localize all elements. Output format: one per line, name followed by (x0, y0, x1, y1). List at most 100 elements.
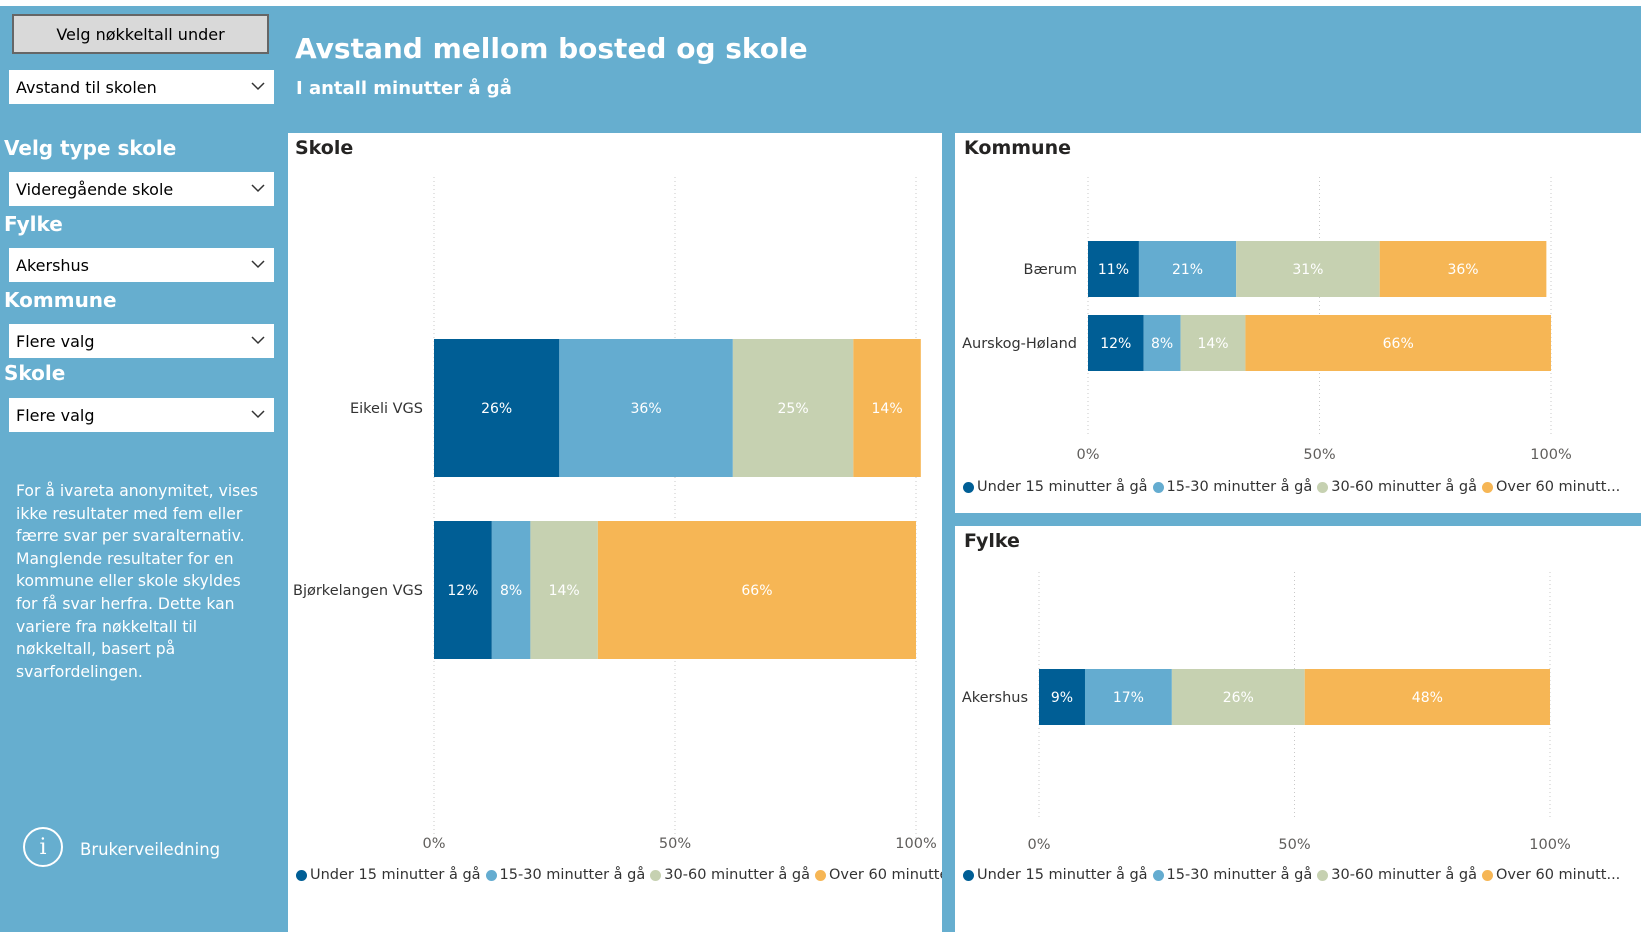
legend-dot (1152, 481, 1164, 493)
legend-dot (963, 481, 974, 493)
x-tick-label: 50% (1278, 837, 1310, 853)
bar-segment (1138, 241, 1237, 297)
municipality-dropdown[interactable]: Flere valg (9, 324, 274, 358)
data-label: 17% (1113, 690, 1144, 706)
category-label: Bærum (1024, 262, 1077, 278)
data-label: 9% (1051, 690, 1073, 706)
legend-item-over60[interactable]: Over 60 minutt... (1482, 867, 1620, 883)
chevron-down-icon (251, 82, 265, 91)
bar-segment (1143, 315, 1181, 371)
legend-label: 30-60 minutter å gå (664, 867, 811, 883)
page-title: Avstand mellom bosted og skole (295, 32, 808, 65)
fylke-chart: 0% 50% 100% Akershus 9% 17% 26% 48% (962, 572, 1571, 853)
legend-label: Over 60 minutt... (1496, 479, 1621, 495)
legend-item-under15[interactable]: Under 15 minutter å gå (963, 867, 1148, 883)
bar-segment (1236, 241, 1380, 297)
municipality-value: Flere valg (16, 331, 95, 351)
category-label: Eikeli VGS (350, 401, 423, 417)
chevron-down-icon (251, 260, 265, 269)
legend-item-under15[interactable]: Under 15 minutter å gå (963, 479, 1148, 495)
school-type-dropdown[interactable]: Videregående skole (9, 172, 274, 206)
legend-item-30to60[interactable]: 30-60 minutter å gå (650, 867, 810, 883)
metric-dropdown-value: Avstand til skolen (16, 77, 157, 97)
legend-dot (963, 869, 974, 881)
x-tick-label: 100% (895, 836, 936, 852)
data-label: 26% (1223, 690, 1254, 706)
legend-item-15to30[interactable]: 15-30 minutter å gå (1152, 867, 1313, 883)
legend-item-30to60[interactable]: 30-60 minutter å gå (1317, 479, 1477, 495)
x-tick-label: 100% (1529, 837, 1570, 853)
data-label: 36% (631, 401, 662, 417)
legend-item-under15[interactable]: Under 15 minutter å gå (296, 867, 481, 883)
legend-label: Over 60 minutter å gå (829, 867, 942, 883)
data-label: 31% (1292, 262, 1323, 278)
category-label: Bjørkelangen VGS (293, 583, 423, 599)
skole-chart: 0% 50% 100% Eikeli VGS 26% 36% 25% 14% Bjørkelan… (293, 177, 937, 852)
user-guide-link[interactable]: Brukerveiledning (80, 840, 221, 859)
fylke-legend: Under 15 minutter å gå 15-30 minutter å … (963, 867, 1625, 883)
legend-label: 30-60 minutter å gå (1331, 867, 1478, 883)
data-label: 14% (1197, 336, 1228, 352)
skole-panel: Skole 0% 50% 100% Eikeli VGS 26% 36% 25% 14% Bjø… (288, 133, 942, 932)
legend-label: Under 15 minutter å gå (977, 479, 1148, 495)
x-tick-label: 50% (659, 836, 691, 852)
page-subtitle: I antall minutter å gå (296, 78, 512, 99)
bar-segment (530, 521, 598, 659)
bar-segment (1088, 241, 1139, 297)
legend-label: Under 15 minutter å gå (977, 867, 1148, 883)
legend-label: 15-30 minutter å gå (499, 867, 646, 883)
legend-item-15to30[interactable]: 15-30 minutter å gå (1152, 479, 1312, 495)
info-icon[interactable]: i (23, 827, 63, 867)
data-label: 12% (447, 583, 478, 599)
data-label: 8% (1151, 336, 1173, 352)
bar-segment (853, 339, 921, 477)
metric-picker-label: Velg nøkkeltall under (56, 24, 225, 44)
bar-segment (1245, 315, 1551, 371)
legend-label: Under 15 minutter å gå (310, 867, 481, 883)
kommune-legend: Under 15 minutter å gå 15-30 minutter å … (963, 479, 1625, 495)
chevron-down-icon (251, 184, 265, 193)
county-value: Akershus (16, 255, 90, 275)
school-value: Flere valg (16, 405, 95, 425)
legend-dot (1152, 869, 1164, 881)
legend-item-over60[interactable]: Over 60 minutt... (1482, 479, 1620, 495)
bar-segment (1180, 315, 1246, 371)
legend-dot (1482, 869, 1494, 881)
data-label: 12% (1100, 336, 1131, 352)
bar-segment (1039, 669, 1085, 725)
legend-dot (296, 869, 307, 881)
bar-segment (597, 521, 916, 659)
chevron-down-icon (251, 336, 265, 345)
legend-item-15to30[interactable]: 15-30 minutter å gå (485, 867, 646, 883)
legend-dot (485, 869, 497, 881)
bar-segment (1088, 315, 1144, 371)
county-dropdown[interactable]: Akershus (9, 248, 274, 282)
chevron-down-icon (251, 410, 265, 419)
bar-segment (434, 339, 560, 477)
data-label: 14% (872, 401, 903, 417)
school-dropdown[interactable]: Flere valg (9, 398, 274, 432)
legend-dot (1317, 481, 1329, 493)
data-label: 14% (549, 583, 580, 599)
category-label: Akershus (962, 690, 1028, 706)
bar-segment (559, 339, 733, 477)
legend-item-over60[interactable]: Over 60 minutter å gå (815, 867, 942, 883)
fylke-panel-title: Fylke (964, 530, 1020, 552)
legend-item-30to60[interactable]: 30-60 minutter å gå (1317, 867, 1477, 883)
x-tick-label: 0% (422, 836, 445, 852)
x-tick-label: 0% (1076, 447, 1099, 463)
x-tick-label: 0% (1027, 837, 1050, 853)
data-label: 21% (1172, 262, 1203, 278)
legend-dot (1317, 869, 1329, 881)
data-label: 11% (1098, 262, 1129, 278)
legend-label: Over 60 minutt... (1496, 867, 1621, 883)
bar-segment (1084, 669, 1172, 725)
school-type-value: Videregående skole (16, 179, 174, 199)
legend-dot (650, 869, 662, 881)
kommune-chart: 0% 50% 100% Bærum 11% 21% 31% 36% Aurskog-Høland… (962, 177, 1572, 463)
fylke-panel: Fylke 0% 50% 100% Akershus 9% 17% 26% 48% Under… (955, 526, 1641, 932)
metric-dropdown[interactable]: Avstand til skolen (9, 70, 274, 104)
metric-picker-button[interactable]: Velg nøkkeltall under (12, 14, 269, 54)
legend-label: 15-30 minutter å gå (1166, 867, 1313, 883)
data-label: 8% (500, 583, 522, 599)
